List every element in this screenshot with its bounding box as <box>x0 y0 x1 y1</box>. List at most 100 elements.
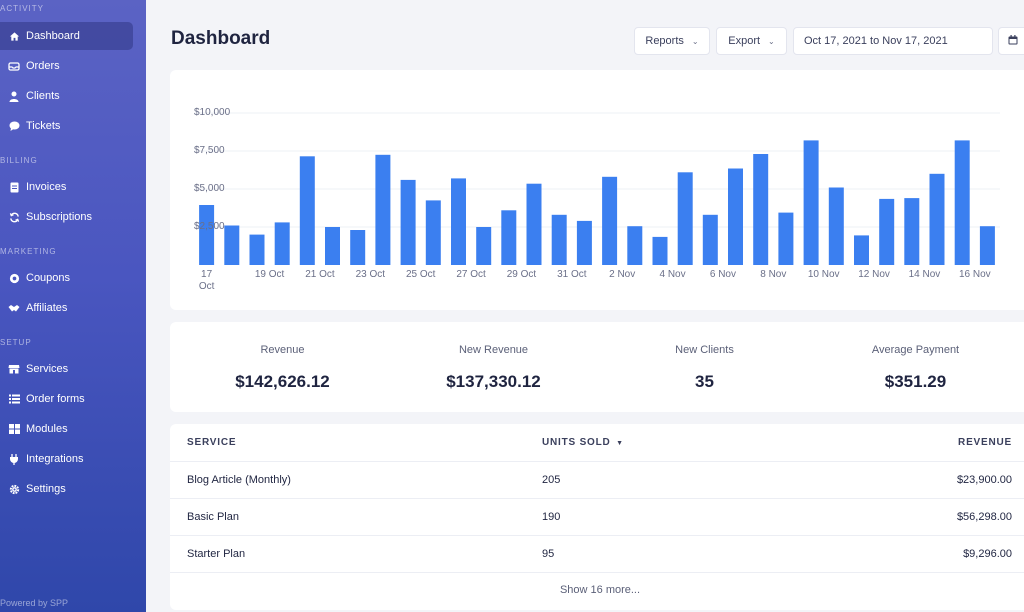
chart-bar[interactable] <box>904 198 920 265</box>
chart-bar[interactable] <box>224 225 240 266</box>
column-header-service: SERVICE <box>187 437 237 448</box>
chart-bar[interactable] <box>677 172 693 265</box>
revenue-chart: $10,000 $7,500 $5,000 $2,500 17 Oct 19 Oct 21 O… <box>194 107 1000 292</box>
cell-service: Starter Plan <box>187 548 246 560</box>
chart-bar[interactable] <box>199 205 215 265</box>
sidebar-item-label: Services <box>26 363 69 375</box>
chart-bar[interactable] <box>602 176 618 265</box>
chart-bar[interactable] <box>274 222 290 265</box>
x-tick-label: 16 Nov <box>959 269 991 280</box>
stat-label: New Clients <box>675 344 734 356</box>
sidebar-item-dashboard[interactable]: Dashboard <box>0 22 133 50</box>
chart-bar[interactable] <box>526 183 542 265</box>
chart-bar[interactable] <box>854 235 869 265</box>
y-tick-label: $2,500 <box>194 221 225 232</box>
chart-bar[interactable] <box>299 156 315 265</box>
cell-revenue: $23,900.00 <box>956 474 1012 486</box>
export-dropdown[interactable]: Export ⌄ <box>716 27 787 55</box>
chart-bar[interactable] <box>979 226 995 265</box>
stat-label: Revenue <box>260 344 305 356</box>
sidebar-item-label: Order forms <box>26 393 85 405</box>
chart-bar[interactable] <box>803 140 819 265</box>
gear-icon <box>8 483 20 495</box>
sidebar-item-settings[interactable]: Settings <box>0 475 133 503</box>
chart-bar[interactable] <box>778 212 794 265</box>
date-range-input[interactable]: Oct 17, 2021 to Nov 17, 2021 <box>793 27 993 55</box>
x-tick-label: 23 Oct <box>356 269 386 280</box>
x-tick-label: 4 Nov <box>660 269 686 280</box>
badge-icon <box>8 272 20 284</box>
chart-bar[interactable] <box>400 179 416 265</box>
chart-bar[interactable] <box>627 226 643 265</box>
sidebar-item-affiliates[interactable]: Affiliates <box>0 294 133 322</box>
sidebar-item-integrations[interactable]: Integrations <box>0 445 133 473</box>
chart-bar[interactable] <box>375 154 391 265</box>
column-header-units-sold[interactable]: UNITS SOLD ▼ <box>542 437 624 448</box>
table-row[interactable]: Blog Article (Monthly) 205 $23,900.00 <box>170 461 1024 498</box>
store-icon <box>8 363 20 375</box>
cell-service: Blog Article (Monthly) <box>187 474 291 486</box>
chart-bar[interactable] <box>702 214 718 265</box>
chart-bar[interactable] <box>551 214 567 265</box>
stat-value: $137,330.12 <box>446 372 541 391</box>
chart-bar[interactable] <box>476 227 492 265</box>
x-tick-label: 6 Nov <box>710 269 736 280</box>
stat-value: 35 <box>695 372 714 391</box>
services-table: SERVICE UNITS SOLD ▼ REVENUE Blog Articl… <box>170 424 1024 610</box>
x-tick-label: 8 Nov <box>760 269 786 280</box>
grid-icon <box>8 423 20 435</box>
x-tick-label: 19 Oct <box>255 269 285 280</box>
date-range-value: Oct 17, 2021 to Nov 17, 2021 <box>804 35 948 47</box>
chart-bar[interactable] <box>753 154 769 265</box>
sidebar: ACTIVITY Dashboard Orders Clients Ticket… <box>0 0 146 612</box>
sidebar-item-label: Modules <box>26 423 68 435</box>
sidebar-item-label: Tickets <box>26 120 61 132</box>
section-activity: ACTIVITY <box>0 4 45 13</box>
cell-service: Basic Plan <box>187 511 239 523</box>
chart-bar[interactable] <box>249 234 265 265</box>
sidebar-item-label: Integrations <box>26 453 84 465</box>
chart-bar[interactable] <box>728 168 743 266</box>
chart-bar[interactable] <box>828 187 844 266</box>
chart-bar[interactable] <box>501 210 517 265</box>
chart-bar[interactable] <box>576 220 592 265</box>
x-tick-label: 29 Oct <box>507 269 537 280</box>
x-tick-label: 25 Oct <box>406 269 436 280</box>
table-row[interactable]: Starter Plan 95 $9,296.00 <box>170 535 1024 572</box>
calendar-icon <box>1008 34 1018 48</box>
reports-dropdown[interactable]: Reports ⌄ <box>634 27 710 55</box>
home-icon <box>8 30 20 42</box>
column-header-label: UNITS SOLD <box>542 437 611 448</box>
calendar-button[interactable] <box>998 27 1024 55</box>
show-more-link[interactable]: Show 16 more... <box>559 584 641 596</box>
chart-bar[interactable] <box>954 140 970 265</box>
chevron-down-icon: ⌄ <box>768 36 775 46</box>
chart-bar[interactable] <box>929 173 945 265</box>
revenue-chart-card: $10,000 $7,500 $5,000 $2,500 17 Oct 19 Oct 21 O… <box>170 70 1024 310</box>
sidebar-item-services[interactable]: Services <box>0 355 133 383</box>
x-tick-label: 17 Oct <box>199 269 215 292</box>
export-label: Export <box>728 35 761 47</box>
chart-bar[interactable] <box>325 227 340 265</box>
sidebar-item-order-forms[interactable]: Order forms <box>0 385 133 413</box>
y-tick-label: $7,500 <box>194 145 225 156</box>
chart-bar[interactable] <box>451 178 466 265</box>
chart-bar[interactable] <box>425 200 441 265</box>
sidebar-item-invoices[interactable]: Invoices <box>0 173 133 201</box>
sidebar-item-subscriptions[interactable]: Subscriptions <box>0 203 133 231</box>
chart-bar[interactable] <box>350 230 366 265</box>
chart-bar[interactable] <box>879 198 895 265</box>
sidebar-item-modules[interactable]: Modules <box>0 415 133 443</box>
x-tick-label: 10 Nov <box>808 269 840 280</box>
sidebar-item-coupons[interactable]: Coupons <box>0 264 133 292</box>
sidebar-item-tickets[interactable]: Tickets <box>0 112 133 140</box>
sidebar-item-clients[interactable]: Clients <box>0 82 133 110</box>
sidebar-item-orders[interactable]: Orders <box>0 52 133 80</box>
stat-label: Average Payment <box>871 344 960 356</box>
list-icon <box>8 393 20 405</box>
user-icon <box>8 90 20 102</box>
x-tick-label: 12 Nov <box>858 269 890 280</box>
chart-bar[interactable] <box>652 236 668 265</box>
x-tick-label: 2 Nov <box>609 269 635 280</box>
table-row[interactable]: Basic Plan 190 $56,298.00 <box>170 498 1024 535</box>
